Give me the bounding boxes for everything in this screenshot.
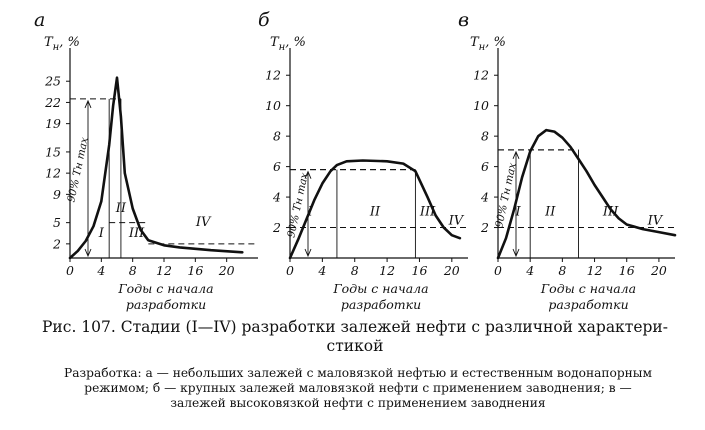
figure-caption: Рис. 107. Стадии (I—IV) разработки залеж… bbox=[20, 318, 690, 356]
x-tick-label: 16 bbox=[619, 263, 635, 278]
y-axis-label: Tн, % bbox=[44, 35, 80, 53]
y-tick-label: 10 bbox=[265, 98, 281, 113]
arrow-head-up bbox=[84, 99, 92, 109]
chart-panel-3: вTн, % 2 4 6 8 10 12 0 4 8 12 16 20 Годы с началаразр… bbox=[458, 9, 677, 312]
production-curve bbox=[68, 76, 244, 260]
y-tick-label: 8 bbox=[273, 129, 281, 144]
x-axis-label-line-1: Годы с начала bbox=[332, 281, 428, 296]
x-axis-label-line-2: разработки bbox=[341, 297, 421, 312]
y-tick-label: 2 bbox=[272, 220, 281, 235]
x-tick-label: 4 bbox=[96, 263, 105, 278]
y-tick-label: 6 bbox=[481, 159, 489, 174]
note-line-3: залежей высоковязкой нефти с применением… bbox=[170, 396, 546, 410]
caption-line-1: Рис. 107. Стадии (I—IV) разработки залеж… bbox=[42, 318, 668, 336]
panel-letter: а bbox=[34, 9, 45, 31]
x-tick-label: 20 bbox=[218, 263, 235, 278]
arrow-head-down bbox=[304, 248, 312, 258]
y-tick-label: 12 bbox=[265, 68, 281, 83]
y-tick-label: 6 bbox=[273, 159, 281, 174]
x-tick-label: 8 bbox=[351, 263, 359, 278]
y-tick-label: 12 bbox=[45, 166, 61, 181]
y-tick-label: 19 bbox=[45, 116, 61, 131]
arrow-head-up bbox=[304, 170, 312, 179]
stage-label-IV: IV bbox=[647, 213, 664, 228]
y-tick-label: 2 bbox=[52, 236, 61, 251]
y-axis-label: Tн, % bbox=[470, 35, 506, 53]
x-tick-label: 8 bbox=[129, 263, 137, 278]
x-tick-label: 8 bbox=[558, 263, 566, 278]
x-tick-label: 0 bbox=[286, 263, 294, 278]
x-tick-label: 0 bbox=[66, 263, 74, 278]
x-tick-label: 20 bbox=[650, 263, 667, 278]
stage-label-IV: IV bbox=[448, 213, 465, 228]
arrow-head-up bbox=[512, 150, 520, 160]
stage-label-I: I bbox=[515, 204, 522, 219]
x-axis-label-line-2: разработки bbox=[126, 297, 206, 312]
production-curve bbox=[496, 128, 677, 260]
note-line-1: Разработка: а — небольших залежей с мало… bbox=[64, 366, 652, 380]
note-line-2: режимом; б — крупных залежей маловязкой … bbox=[84, 381, 632, 395]
caption-line-2: стикой bbox=[326, 337, 384, 355]
y-tick-label: 5 bbox=[53, 215, 61, 230]
panel-letter: б bbox=[258, 9, 270, 31]
stage-label-I: I bbox=[98, 226, 105, 241]
y-tick-label: 25 bbox=[44, 74, 61, 89]
y-tick-label: 10 bbox=[473, 98, 489, 113]
y-tick-label: 15 bbox=[45, 144, 61, 159]
stage-label-IV: IV bbox=[195, 215, 212, 230]
y-tick-label: 2 bbox=[480, 220, 489, 235]
x-axis-label-line-1: Годы с начала bbox=[540, 281, 636, 296]
stage-label-II: II bbox=[115, 201, 127, 216]
arrow-head-down bbox=[512, 248, 520, 258]
stage-label-II: II bbox=[369, 204, 381, 219]
x-axis-label-line-1: Годы с начала bbox=[117, 281, 213, 296]
y-tick-label: 4 bbox=[272, 190, 281, 205]
production-curve bbox=[288, 159, 462, 260]
x-axis-label-line-2: разработки bbox=[548, 297, 628, 312]
y-tick-label: 4 bbox=[480, 190, 489, 205]
x-tick-label: 0 bbox=[494, 263, 502, 278]
figure-note: Разработка: а — небольших залежей с мало… bbox=[18, 366, 698, 411]
x-tick-label: 20 bbox=[443, 263, 460, 278]
x-tick-label: 16 bbox=[187, 263, 203, 278]
y-tick-label: 9 bbox=[53, 187, 61, 202]
x-tick-label: 4 bbox=[525, 263, 534, 278]
arrow-head-down bbox=[84, 248, 92, 258]
x-tick-label: 12 bbox=[156, 263, 172, 278]
x-tick-label: 16 bbox=[412, 263, 428, 278]
y-tick-label: 8 bbox=[481, 129, 489, 144]
panel-letter: в bbox=[458, 9, 469, 31]
y-axis-label: Tн, % bbox=[270, 35, 306, 53]
y-tick-label: 22 bbox=[44, 95, 61, 110]
ninety-percent-label: 90% Tн max bbox=[65, 136, 90, 203]
x-tick-label: 12 bbox=[587, 263, 603, 278]
x-tick-label: 4 bbox=[317, 263, 326, 278]
stage-label-II: II bbox=[544, 204, 556, 219]
x-tick-label: 12 bbox=[379, 263, 395, 278]
y-tick-label: 12 bbox=[473, 68, 489, 83]
chart-panel-2: бTн, % 2 4 6 8 10 12 0 4 8 12 16 20 Годы с началаразр… bbox=[258, 9, 468, 312]
